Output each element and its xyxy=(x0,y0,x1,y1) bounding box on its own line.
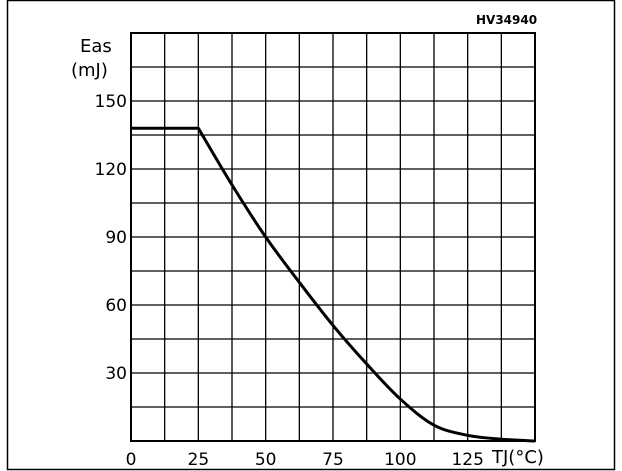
y-tick-label: 60 xyxy=(105,296,127,316)
plot-frame xyxy=(130,32,536,442)
x-tick-label: 0 xyxy=(126,450,137,470)
x-axis-label: TJ(°C) xyxy=(491,447,544,468)
x-tick-label: 50 xyxy=(255,450,277,470)
y-tick-label: 90 xyxy=(105,228,127,248)
tick-labels: 0 25 50 75 100 125 30 60 90 120 150 xyxy=(95,92,484,470)
y-tick-label: 30 xyxy=(105,364,127,384)
outer-frame xyxy=(6,0,616,471)
y-tick-label: 150 xyxy=(95,92,127,112)
y-axis-label: Eas xyxy=(80,36,112,57)
x-tick-label: 25 xyxy=(188,450,210,470)
grid xyxy=(131,33,535,441)
series-line xyxy=(131,126,536,443)
x-tick-label: 75 xyxy=(322,450,344,470)
x-tick-label: 125 xyxy=(451,450,483,470)
y-tick-label: 120 xyxy=(95,160,127,180)
x-tick-label: 100 xyxy=(384,450,416,470)
y-axis-unit: (mJ) xyxy=(71,60,108,81)
reference-code: HV34940 xyxy=(476,13,537,27)
